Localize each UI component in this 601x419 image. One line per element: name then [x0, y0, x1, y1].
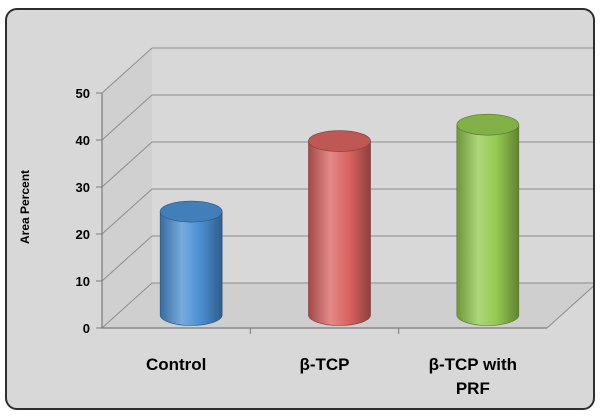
bar-top — [456, 113, 520, 136]
bar-body — [308, 140, 371, 326]
y-tick-label: 0 — [83, 321, 90, 336]
bar-body — [456, 124, 520, 326]
grid-line-diag — [101, 235, 153, 282]
x-category-label: Control — [146, 355, 206, 374]
bar-top — [159, 200, 223, 223]
y-tick-label: 50 — [76, 86, 90, 101]
grid-line-diag — [101, 141, 153, 188]
grid-line-diag — [101, 47, 153, 94]
grid-line-diag — [101, 188, 153, 235]
side-wall — [102, 48, 152, 328]
axes — [96, 92, 547, 334]
x-category-label: β-TCP with PRF — [429, 355, 517, 398]
bar-1 — [159, 200, 223, 326]
labels: 0 10 20 30 40 50 Control β-TCP β-TCP with PRF — [76, 86, 518, 398]
y-tick-label: 40 — [76, 133, 90, 148]
grid-line-diag — [101, 94, 153, 141]
bar-top — [308, 130, 371, 152]
bar-body — [159, 211, 223, 326]
y-axis-title: Area Percent — [18, 170, 32, 244]
y-tick-label: 10 — [76, 274, 90, 289]
bars — [159, 113, 520, 326]
chart-frame: 0 10 20 30 40 50 Control β-TCP β-TCP with PRF Are… — [5, 8, 595, 410]
bar-3 — [456, 113, 520, 326]
bar-chart: 0 10 20 30 40 50 Control β-TCP β-TCP with PRF Are… — [18, 47, 593, 398]
x-category-label: β-TCP — [299, 355, 349, 374]
bar-2 — [308, 130, 371, 326]
y-tick-label: 30 — [76, 180, 90, 195]
grid-lines — [101, 47, 593, 282]
y-tick-label: 20 — [76, 227, 90, 242]
